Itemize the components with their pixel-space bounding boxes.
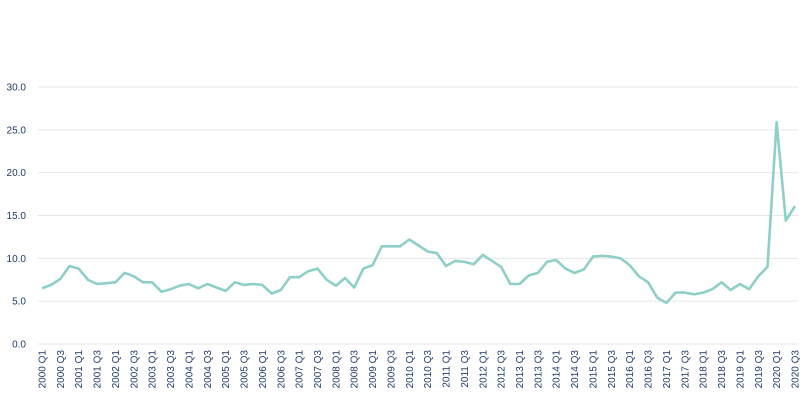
line-series	[41, 120, 797, 305]
x-tick-label: 2009 Q3	[386, 350, 397, 389]
x-tick-label: 2012 Q3	[497, 350, 508, 389]
x-tick-label: 2015 Q3	[607, 350, 618, 389]
x-tick-label: 2001 Q1	[74, 350, 85, 389]
y-tick-label: 5.0	[12, 297, 26, 308]
x-tick-label: 2015 Q1	[588, 350, 599, 389]
x-tick-label: 2010 Q1	[405, 350, 416, 389]
y-tick-label: 25.0	[7, 125, 27, 136]
x-tick-label: 2018 Q3	[717, 350, 728, 389]
x-tick-label: 2000 Q1	[38, 350, 49, 389]
x-tick-label: 2001 Q3	[93, 350, 104, 389]
x-tick-label: 2012 Q1	[478, 350, 489, 389]
x-tick-label: 2017 Q3	[680, 350, 691, 389]
x-tick-label: 2018 Q1	[699, 350, 710, 389]
x-tick-label: 2005 Q3	[240, 350, 251, 389]
y-tick-label: 0.0	[12, 340, 26, 351]
y-tick-label: 15.0	[7, 211, 27, 222]
x-tick-label: 2008 Q3	[350, 350, 361, 389]
x-tick-label: 2006 Q3	[276, 350, 287, 389]
x-tick-label: 2006 Q1	[258, 350, 269, 389]
y-tick-label: 30.0	[7, 83, 27, 94]
x-tick-label: 2017 Q1	[662, 350, 673, 389]
x-tick-label: 2016 Q1	[625, 350, 636, 389]
x-tick-label: 2000 Q3	[56, 350, 67, 389]
x-tick-label: 2019 Q1	[735, 350, 746, 389]
x-tick-label: 2020 Q1	[772, 350, 783, 389]
x-tick-label: 2020 Q3	[791, 350, 800, 389]
x-tick-label: 2003 Q3	[166, 350, 177, 389]
x-tick-label: 2013 Q1	[515, 350, 526, 389]
x-tick-label: 2010 Q3	[423, 350, 434, 389]
x-tick-label: 2016 Q3	[644, 350, 655, 389]
x-tick-label: 2011 Q3	[460, 350, 471, 388]
x-tick-label: 2011 Q1	[442, 350, 453, 388]
x-tick-label: 2003 Q1	[148, 350, 159, 389]
x-tick-label: 2005 Q1	[221, 350, 232, 389]
x-tick-label: 2004 Q1	[184, 350, 195, 389]
x-tick-label: 2019 Q3	[754, 350, 765, 389]
y-tick-label: 10.0	[7, 254, 27, 265]
x-tick-label: 2009 Q1	[368, 350, 379, 389]
x-tick-label: 2002 Q1	[111, 350, 122, 389]
x-tick-label: 2013 Q3	[533, 350, 544, 389]
y-tick-label: 20.0	[7, 168, 27, 179]
x-tick-label: 2007 Q1	[295, 350, 306, 389]
x-tick-label: 2014 Q3	[570, 350, 581, 389]
x-tick-label: 2008 Q1	[331, 350, 342, 389]
x-tick-label: 2014 Q1	[552, 350, 563, 389]
x-tick-label: 2002 Q3	[129, 350, 140, 389]
x-tick-label: 2007 Q3	[313, 350, 324, 389]
x-tick-label: 2004 Q3	[203, 350, 214, 389]
